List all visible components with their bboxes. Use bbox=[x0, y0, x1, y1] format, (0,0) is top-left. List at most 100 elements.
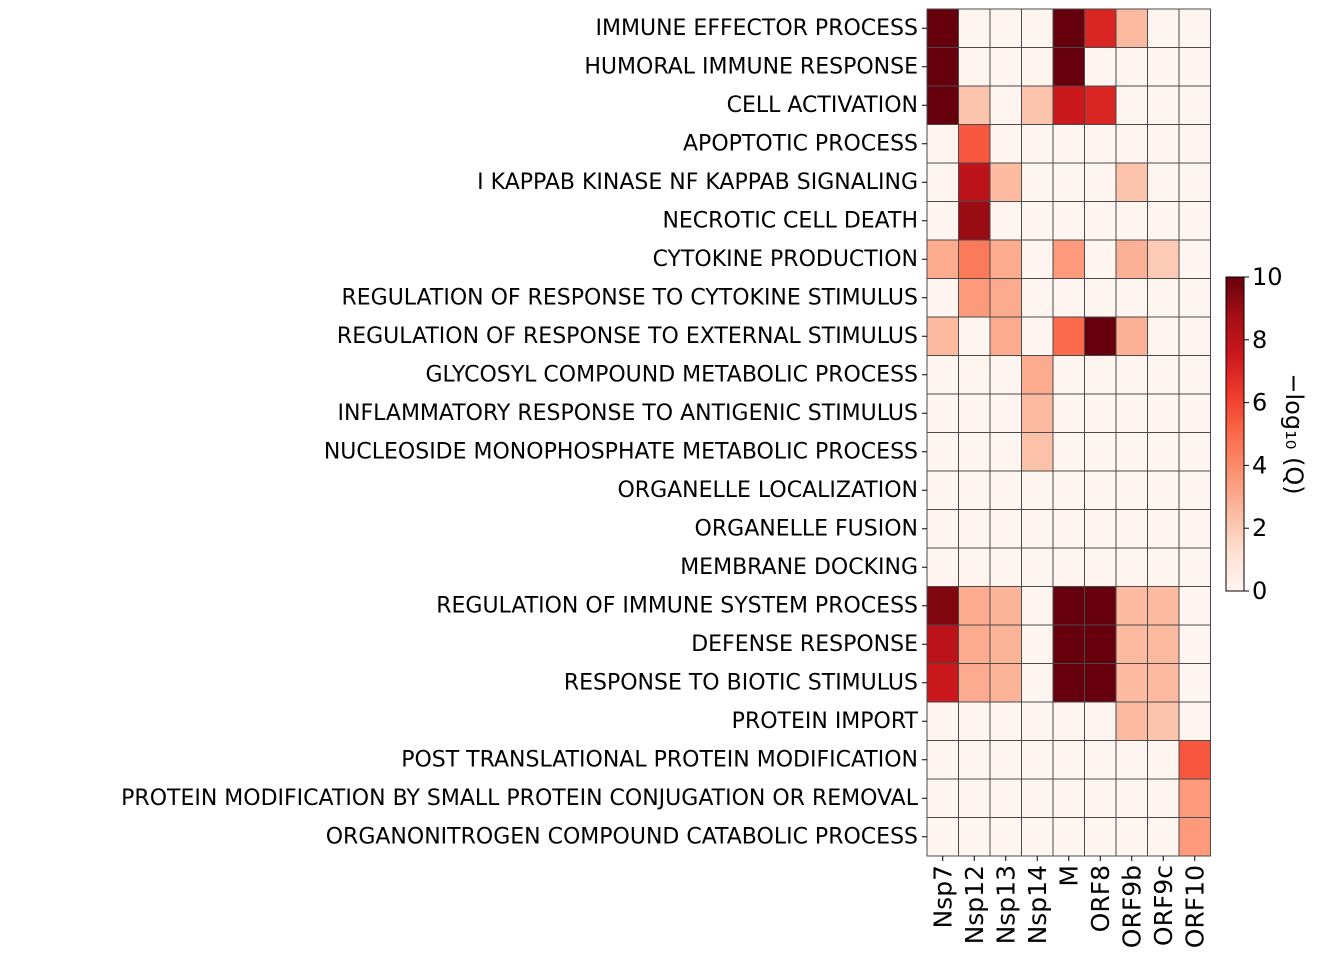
heatmap-cell bbox=[1115, 85, 1148, 125]
heatmap-cell bbox=[958, 316, 991, 356]
heatmap-cell bbox=[1115, 393, 1148, 433]
heatmap-cell bbox=[1084, 316, 1117, 356]
heatmap-cell bbox=[989, 470, 1022, 510]
heatmap-cell bbox=[926, 586, 959, 626]
colorbar-tick-label: 10 bbox=[1252, 263, 1283, 291]
column-label: ORF9b bbox=[1117, 865, 1146, 948]
heatmap-cell bbox=[1084, 393, 1117, 433]
heatmap-cell bbox=[1147, 740, 1180, 780]
heatmap-cell bbox=[1084, 778, 1117, 818]
heatmap-cell bbox=[1178, 740, 1211, 780]
row-label: ORGANELLE LOCALIZATION bbox=[617, 478, 918, 503]
heatmap-cell bbox=[1021, 586, 1054, 626]
heatmap-cell bbox=[1021, 470, 1054, 510]
heatmap-cell bbox=[1115, 586, 1148, 626]
heatmap-cell bbox=[926, 393, 959, 433]
heatmap-cell bbox=[989, 740, 1022, 780]
heatmap-cell bbox=[926, 663, 959, 703]
heatmap-cell bbox=[1052, 817, 1085, 857]
heatmap-cell bbox=[958, 124, 991, 164]
heatmap-cell bbox=[958, 8, 991, 48]
row-labels: IMMUNE EFFECTOR PROCESS HUMORAL IMMUNE RE… bbox=[121, 16, 927, 849]
heatmap-cell bbox=[989, 47, 1022, 87]
heatmap-cell bbox=[1115, 316, 1148, 356]
heatmap-cell bbox=[1084, 740, 1117, 780]
heatmap-cell bbox=[958, 547, 991, 587]
heatmap-cell bbox=[1084, 8, 1117, 48]
heatmap-cell bbox=[1115, 239, 1148, 279]
heatmap-cell bbox=[1147, 509, 1180, 549]
heatmap-cell bbox=[958, 85, 991, 125]
heatmap-cell bbox=[1178, 509, 1211, 549]
heatmap-cell bbox=[1084, 355, 1117, 395]
heatmap-cell bbox=[958, 586, 991, 626]
heatmap-cell bbox=[926, 162, 959, 202]
column-label: Nsp12 bbox=[960, 865, 989, 944]
colorbar-tick-label: 4 bbox=[1252, 451, 1267, 479]
heatmap-cell bbox=[926, 701, 959, 741]
heatmap-cell bbox=[1147, 701, 1180, 741]
heatmap-cell bbox=[1021, 509, 1054, 549]
column-label: Nsp7 bbox=[928, 865, 957, 929]
row-label: CYTOKINE PRODUCTION bbox=[653, 247, 918, 272]
heatmap-cell bbox=[1147, 8, 1180, 48]
heatmap-cell bbox=[958, 393, 991, 433]
heatmap-cell bbox=[1052, 701, 1085, 741]
colorbar-tick-label: 2 bbox=[1252, 514, 1267, 542]
heatmap-cell bbox=[1147, 355, 1180, 395]
heatmap-cell bbox=[1052, 778, 1085, 818]
heatmap-cell bbox=[1147, 470, 1180, 510]
heatmap-cell bbox=[1052, 547, 1085, 587]
row-label: HUMORAL IMMUNE RESPONSE bbox=[584, 54, 918, 79]
heatmap-cell bbox=[958, 817, 991, 857]
column-label: Nsp13 bbox=[991, 865, 1020, 944]
heatmap-cell bbox=[1178, 701, 1211, 741]
heatmap-cell bbox=[1178, 85, 1211, 125]
heatmap-cell bbox=[1021, 778, 1054, 818]
heatmap-cell bbox=[958, 701, 991, 741]
heatmap-cell bbox=[989, 547, 1022, 587]
heatmap-cell bbox=[1052, 393, 1085, 433]
heatmap-cell bbox=[1147, 817, 1180, 857]
row-label: POST TRANSLATIONAL PROTEIN MODIFICATION bbox=[401, 747, 918, 772]
heatmap-cell bbox=[1115, 624, 1148, 664]
heatmap-cell bbox=[1147, 586, 1180, 626]
heatmap-cell bbox=[1178, 239, 1211, 279]
heatmap-cell bbox=[989, 509, 1022, 549]
heatmap-cell bbox=[1052, 316, 1085, 356]
heatmap-cell bbox=[1178, 201, 1211, 241]
heatmap-cell bbox=[1084, 509, 1117, 549]
heatmap-cell bbox=[989, 624, 1022, 664]
colorbar-tick-label: 8 bbox=[1252, 326, 1267, 354]
heatmap-cell bbox=[1021, 124, 1054, 164]
heatmap-cell bbox=[989, 432, 1022, 472]
heatmap-cell bbox=[1178, 663, 1211, 703]
row-label: PROTEIN IMPORT bbox=[732, 709, 919, 734]
heatmap-cell bbox=[1147, 778, 1180, 818]
heatmap-cell bbox=[1021, 355, 1054, 395]
heatmap-cell bbox=[1147, 47, 1180, 87]
heatmap-cell bbox=[1084, 624, 1117, 664]
heatmap-cell bbox=[1052, 278, 1085, 318]
colorbar-ticks: 0 2 4 6 8 10 bbox=[1244, 263, 1283, 605]
heatmap-cell bbox=[989, 278, 1022, 318]
heatmap-cell bbox=[1115, 740, 1148, 780]
heatmap-cell bbox=[1115, 355, 1148, 395]
heatmap-cell bbox=[1115, 8, 1148, 48]
heatmap-cell bbox=[926, 740, 959, 780]
heatmap-cell bbox=[1021, 201, 1054, 241]
heatmap-cell bbox=[1021, 432, 1054, 472]
heatmap-cell bbox=[1147, 393, 1180, 433]
heatmap-cell bbox=[989, 355, 1022, 395]
heatmap-cell bbox=[958, 239, 991, 279]
heatmap-cell bbox=[1115, 509, 1148, 549]
heatmap-cell bbox=[1052, 624, 1085, 664]
heatmap-cell bbox=[1115, 547, 1148, 587]
heatmap-cell bbox=[1178, 547, 1211, 587]
heatmap-cell bbox=[926, 316, 959, 356]
colorbar-gradient bbox=[1225, 276, 1245, 592]
heatmap-cell bbox=[926, 47, 959, 87]
row-label: ORGANELLE FUSION bbox=[695, 516, 918, 541]
row-label: DEFENSE RESPONSE bbox=[691, 632, 918, 657]
row-label: INFLAMMATORY RESPONSE TO ANTIGENIC STIMU… bbox=[338, 401, 918, 426]
